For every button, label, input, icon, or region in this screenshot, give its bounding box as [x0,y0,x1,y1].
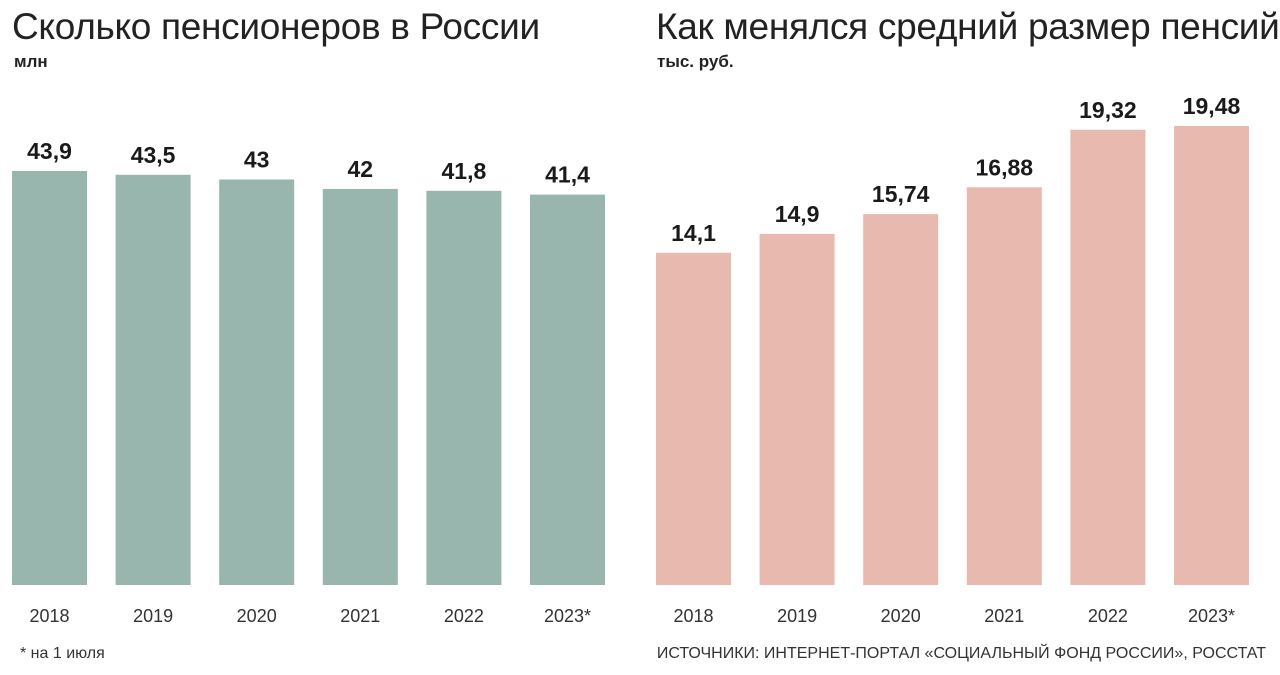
category-label: 2023* [544,606,591,626]
bar-2022 [1070,129,1146,585]
category-label: 2019 [133,606,173,626]
chart-unit: млн [14,52,48,71]
chart-unit: тыс. руб. [657,52,734,71]
category-label: 2021 [340,606,380,626]
category-label: 2021 [984,606,1024,626]
value-label: 43,5 [131,142,176,168]
bar-2021 [966,187,1042,586]
value-label: 14,9 [775,201,820,227]
chart-title: Сколько пенсионеров в России [12,6,540,47]
bar-2023 [530,194,605,586]
value-label: 43 [244,146,270,172]
chart-title: Как менялся средний размер пенсий [656,6,1280,47]
value-label: 41,4 [545,162,590,188]
pensioners-count-panel: Сколько пенсионеров в России млн 43,9 201… [12,6,605,626]
value-label: 42 [348,156,374,182]
value-label: 43,9 [27,138,72,164]
value-label: 15,74 [872,181,930,207]
category-label: 2022 [444,606,484,626]
bar-2023 [1174,126,1249,585]
pensioners-bar-chart: 43,9 2018 43,5 2019 43 2020 42 2021 41,8 2022 41,4… [12,138,605,626]
bar-2019 [115,174,191,585]
bar-2021 [322,188,398,585]
value-label: 41,8 [442,158,487,184]
footnote: * на 1 июля [20,645,105,662]
bar-2020 [863,214,939,585]
value-label: 19,32 [1079,97,1137,123]
bar-2022 [426,190,502,585]
category-label: 2018 [673,606,713,626]
category-label: 2023* [1188,606,1235,626]
category-label: 2020 [237,606,277,626]
value-label: 19,48 [1183,93,1241,119]
category-label: 2022 [1088,606,1128,626]
category-label: 2018 [29,606,69,626]
average-pension-panel: Как менялся средний размер пенсий тыс. р… [640,0,1280,675]
category-label: 2020 [881,606,921,626]
pension-size-bar-chart: 14,1 2018 14,9 2019 15,74 2020 16,88 2021 19,32 2… [656,93,1249,626]
bar-2020 [219,179,295,585]
category-label: 2019 [777,606,817,626]
bar-2018 [12,171,87,585]
bar-2018 [656,252,731,585]
value-label: 14,1 [671,220,716,246]
bar-2019 [759,233,835,585]
value-label: 16,88 [976,154,1034,180]
source-note: ИСТОЧНИКИ: ИНТЕРНЕТ-ПОРТАЛ «СОЦИАЛЬНЫЙ Ф… [656,645,1266,662]
